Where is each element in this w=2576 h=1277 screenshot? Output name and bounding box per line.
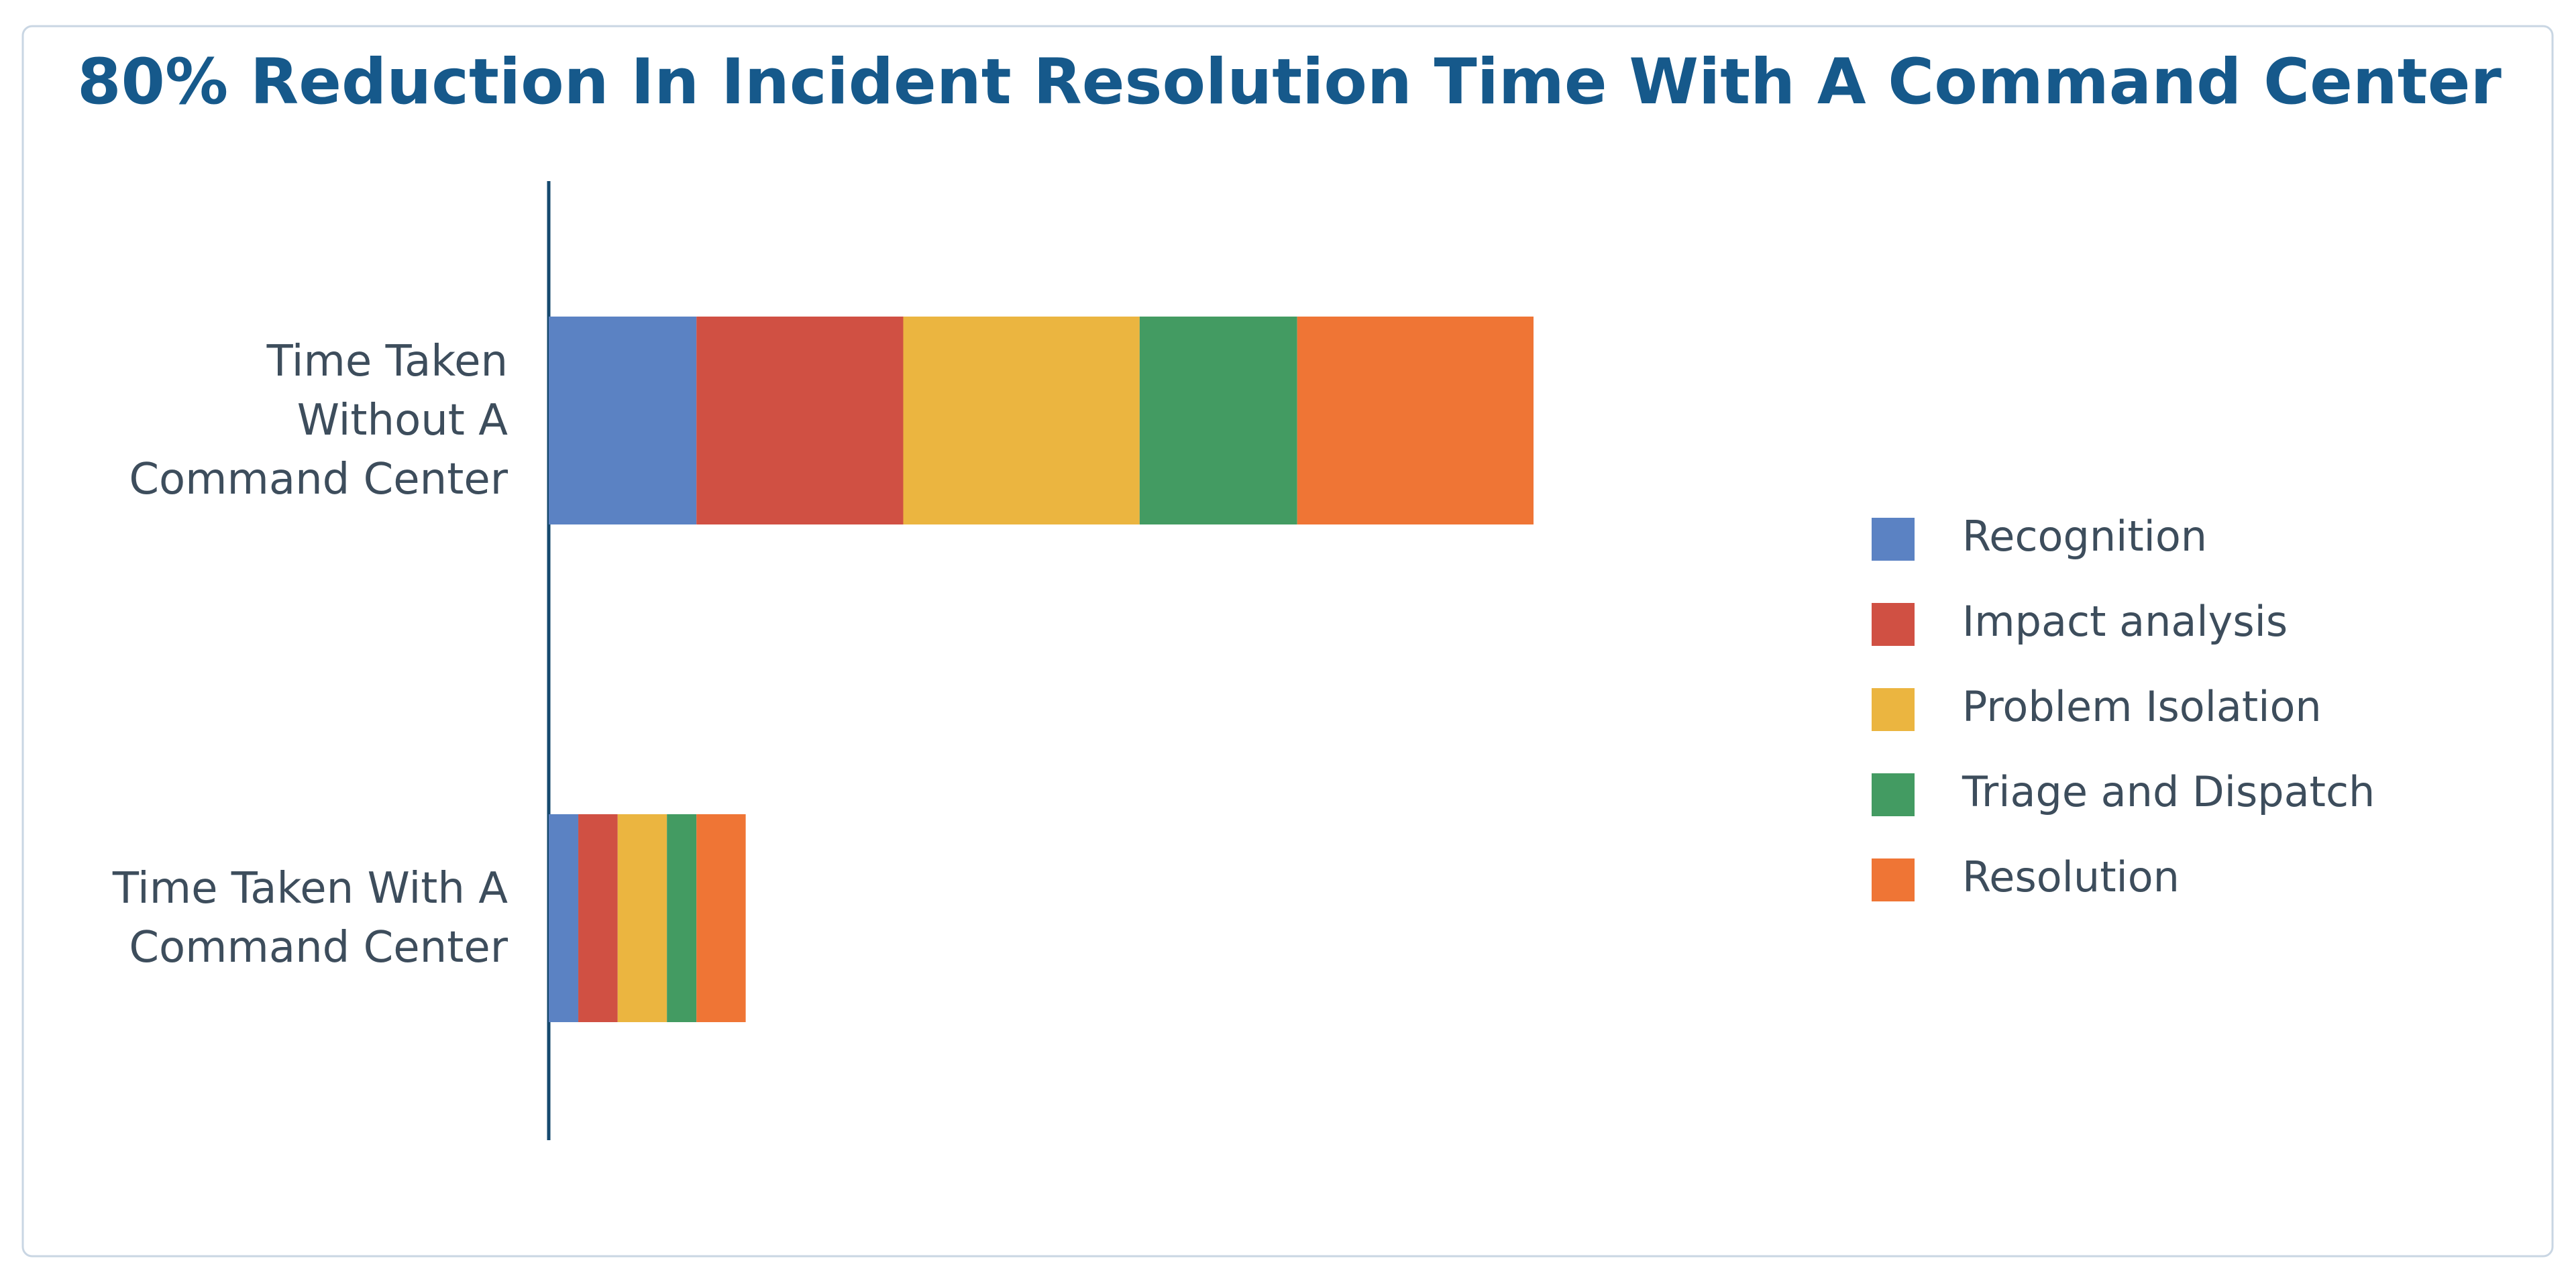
bar-segment <box>696 814 746 1022</box>
bar-segment <box>617 814 667 1022</box>
bar-segment <box>667 814 697 1022</box>
bar-segment <box>903 317 1140 524</box>
bar-segment <box>1297 317 1534 524</box>
bar-segment <box>696 317 904 524</box>
legend-swatch <box>1872 688 1915 731</box>
chart-title: 80% Reduction In Incident Resolution Tim… <box>77 46 2502 119</box>
legend-swatch <box>1872 603 1915 646</box>
y-tick-label: Time Taken Without A Command Center <box>129 337 508 504</box>
legend-swatch <box>1872 518 1915 561</box>
legend-swatch <box>1872 858 1915 901</box>
legend-label: Recognition <box>1962 512 2207 561</box>
y-tick-label: Time Taken With A Command Center <box>112 864 508 973</box>
bar-segment <box>578 814 618 1022</box>
legend-label: Problem Isolation <box>1962 682 2322 731</box>
bar-segment <box>549 317 697 524</box>
legend-label: Impact analysis <box>1962 597 2288 646</box>
legend-label: Triage and Dispatch <box>1962 767 2375 816</box>
bar-segment <box>1139 317 1297 524</box>
legend-swatch <box>1872 773 1915 816</box>
bar-segment <box>549 814 579 1022</box>
legend-label: Resolution <box>1962 852 2180 901</box>
